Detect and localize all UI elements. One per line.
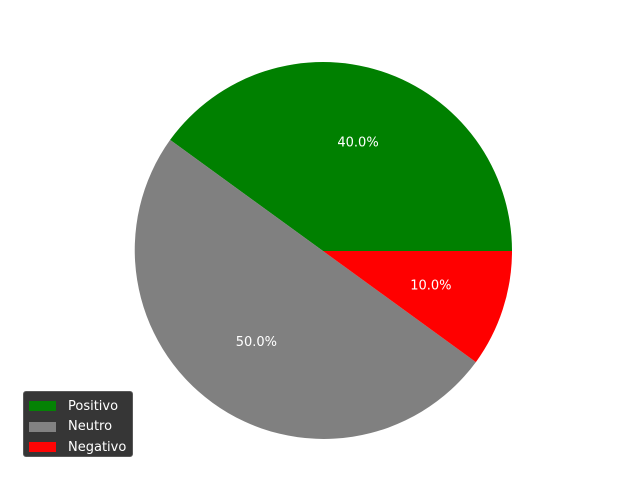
legend-label-neutro: Neutro <box>68 419 113 435</box>
legend-swatch-negativo <box>29 442 56 453</box>
pie-label-neutro: 50.0% <box>236 335 277 350</box>
legend-swatch-neutro <box>29 421 56 432</box>
legend-label-positivo: Positivo <box>68 398 119 414</box>
pie-slice-negativo <box>323 251 512 363</box>
pie-slice-positivo <box>170 62 512 251</box>
legend-label-negativo: Negativo <box>68 439 127 455</box>
pie-slice-neutro <box>134 139 476 439</box>
pie-slices <box>134 62 512 439</box>
legend-item-positivo: Positivo <box>29 396 132 417</box>
pie-label-positivo: 40.0% <box>337 136 378 151</box>
legend: Positivo Neutro Negativo <box>23 391 133 457</box>
pie-percent-labels: 40.0% 50.0% 10.0% <box>236 136 452 351</box>
legend-item-neutro: Neutro <box>29 417 132 438</box>
legend-swatch-positivo <box>29 401 56 412</box>
pie-label-negativo: 10.0% <box>410 279 451 294</box>
legend-item-negativo: Negativo <box>29 437 132 458</box>
